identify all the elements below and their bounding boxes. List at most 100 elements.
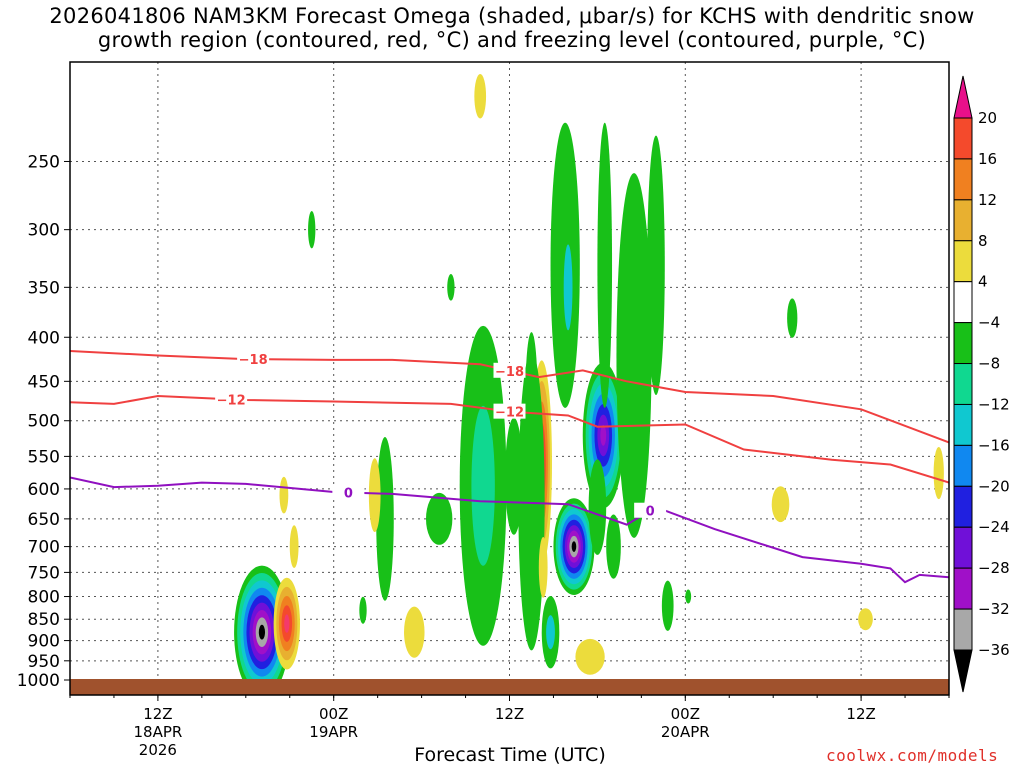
x-tick-label: 12Z — [495, 705, 524, 723]
contour-label: −18 — [495, 365, 524, 380]
colorbar-label: −8 — [978, 355, 1000, 373]
colorbar-band — [953, 240, 973, 283]
omega-cell-minor — [933, 446, 944, 500]
omega-cell-minor — [588, 459, 607, 555]
omega-cell-minor — [505, 417, 523, 535]
y-tick-label: 850 — [28, 610, 60, 630]
omega-cell-minor — [606, 514, 621, 579]
omega-cell-minor — [518, 351, 545, 651]
omega-cell-minor — [661, 580, 674, 631]
title-line-2: growth region (contoured, red, °C) and f… — [97, 28, 927, 52]
omega-cell-minor — [447, 273, 455, 301]
omega-cell — [284, 614, 290, 633]
omega-cell-minor — [858, 608, 873, 631]
plot-area — [70, 62, 949, 695]
colorbar-bottom-arrow — [953, 649, 973, 693]
y-tick-label: 350 — [28, 278, 60, 298]
omega-cell-minor — [308, 210, 316, 249]
colorbar-band — [953, 444, 973, 487]
y-tick-label: 950 — [28, 652, 60, 672]
omega-cell — [471, 405, 495, 566]
omega-cell-minor — [597, 122, 613, 408]
contour-label-bg — [332, 484, 365, 500]
y-tick-label: 550 — [28, 447, 60, 467]
omega-cell-minor — [685, 589, 692, 604]
chart-title: 2026041806 NAM3KM Forecast Omega (shaded… — [0, 4, 1024, 52]
y-axis: 2503003504004505005506006507007508008509… — [17, 152, 70, 691]
y-tick-label: 750 — [28, 563, 60, 583]
colorbar-label: 4 — [978, 273, 988, 291]
x-tick-date: 20APR — [661, 723, 710, 741]
omega-cell-minor — [787, 298, 798, 338]
colorbar-band — [953, 485, 973, 528]
colorbar-label: −32 — [978, 600, 1010, 618]
omega-cell — [600, 424, 607, 446]
colorbar-band — [953, 403, 973, 446]
omega-cell-minor — [376, 437, 394, 601]
contour-label: −18 — [239, 353, 268, 368]
omega-cell-minor — [425, 492, 453, 545]
y-tick-label: 1000 — [17, 671, 60, 691]
colorbar-label: −24 — [978, 518, 1010, 536]
x-tick-date: 18APR — [133, 723, 182, 741]
omega-cell-minor — [359, 596, 367, 624]
y-tick-label: 450 — [28, 372, 60, 392]
colorbar-band — [953, 526, 973, 569]
colorbar-band — [953, 117, 973, 160]
omega-cell-minor — [368, 458, 381, 533]
y-tick-label: 650 — [28, 510, 60, 530]
contour-line — [70, 476, 949, 584]
contour-label: 0 — [344, 486, 353, 501]
colorbar: 20 16 12 8 4 −4 −8 −12 −16 −20 −24 −28 −32 −36 — [953, 75, 1010, 693]
colorbar-label: 20 — [978, 109, 997, 127]
contour-label-bg — [237, 351, 270, 367]
y-tick-label: 300 — [28, 221, 60, 241]
omega-cell-minor — [647, 135, 665, 395]
omega-cell-minor — [563, 244, 573, 331]
omega-cell-minor — [771, 486, 790, 523]
title-line-1: 2026041806 NAM3KM Forecast Omega (shaded… — [49, 4, 975, 28]
omega-cell — [571, 541, 577, 552]
colorbar-label: −20 — [978, 477, 1010, 495]
contour-label-bg — [493, 403, 526, 419]
colorbar-band — [953, 608, 973, 651]
colorbar-label: −16 — [978, 436, 1010, 454]
contour-label: −12 — [495, 406, 524, 421]
y-tick-label: 400 — [28, 328, 60, 348]
credit-text: coolwx.com/models — [826, 746, 999, 765]
colorbar-band — [953, 199, 973, 242]
x-tick-label: 12Z — [846, 705, 875, 723]
colorbar-label: −28 — [978, 559, 1010, 577]
colorbar-label: −12 — [978, 395, 1010, 413]
x-tick-year: 2026 — [139, 741, 177, 759]
temperature-contours: −18 −18 −12 −12 0 0 — [70, 350, 949, 584]
contour-label-bg — [215, 391, 248, 407]
omega-cell-minor — [279, 476, 289, 514]
x-tick-date: 19APR — [309, 723, 358, 741]
colorbar-band — [953, 567, 973, 610]
colorbar-label: −36 — [978, 641, 1010, 659]
omega-cell-minor — [289, 525, 299, 568]
colorbar-label: 8 — [978, 232, 988, 250]
contour-label-bg — [634, 502, 667, 518]
contour-label: −12 — [217, 393, 246, 408]
colorbar-band — [953, 158, 973, 201]
omega-cell-minor — [616, 173, 652, 538]
y-tick-label: 700 — [28, 538, 60, 558]
omega-cell-minor — [474, 73, 487, 119]
x-axis-label: Forecast Time (UTC) — [414, 744, 606, 766]
ground-terrain — [70, 679, 949, 695]
colorbar-label: −4 — [978, 314, 1000, 332]
colorbar-label: 12 — [978, 191, 997, 209]
x-tick-label: 00Z — [671, 705, 700, 723]
omega-cell-minor — [546, 615, 555, 650]
y-tick-label: 600 — [28, 480, 60, 500]
x-tick-label: 12Z — [143, 705, 172, 723]
y-tick-label: 500 — [28, 412, 60, 432]
omega-cell-minor — [538, 536, 548, 598]
contour-label: 0 — [646, 505, 655, 520]
y-tick-label: 800 — [28, 588, 60, 608]
omega-cell-minor — [525, 332, 538, 447]
